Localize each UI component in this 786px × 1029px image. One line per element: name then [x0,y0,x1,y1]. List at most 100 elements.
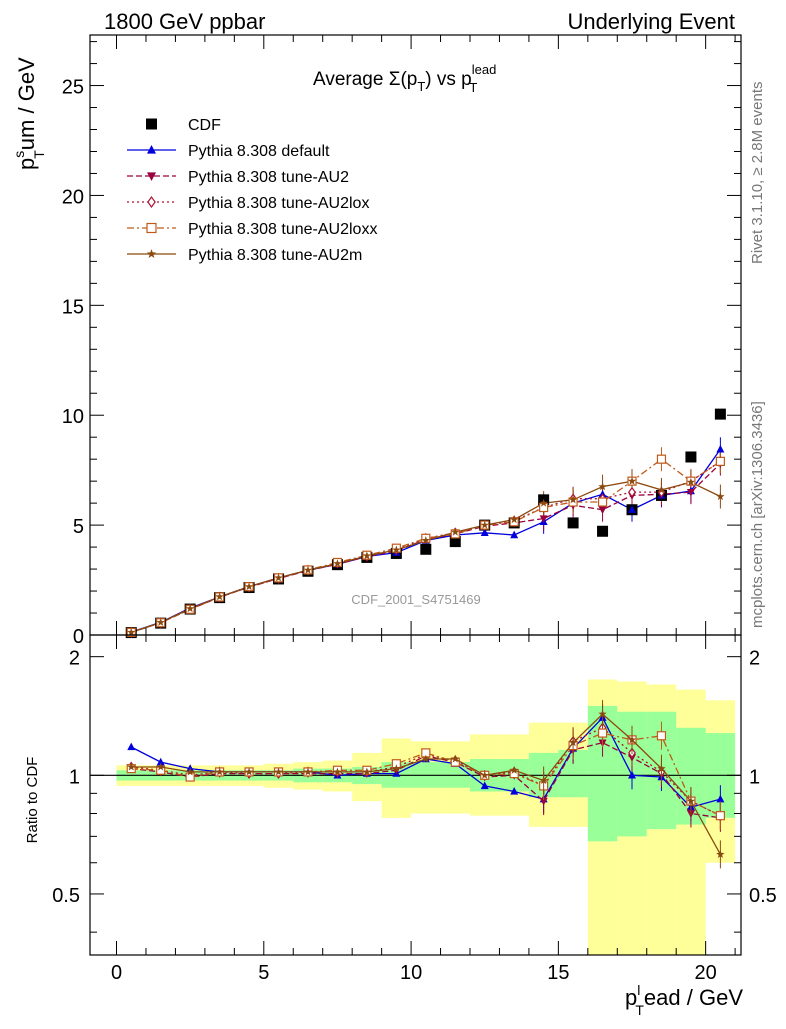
main-plot-title: Average Σ(pT) vs plead T [313,62,496,95]
ratio-y-tick-label-right: 1 [749,766,760,788]
main-y-tick-label: 10 [62,406,84,428]
main-point-5-18 [657,485,666,494]
x-tick-label: 15 [547,962,569,984]
ratio-point-0-13 [510,787,519,795]
main-point-5-5 [274,573,283,582]
ylabel-sub: T [31,150,47,159]
ratio-point-4-12 [480,770,489,779]
x-axis-label: pl Tead / GeV [625,982,743,1018]
legend-marker-4 [146,222,157,234]
ratio-point-3-20 [715,811,725,821]
main-point-5-15 [568,495,578,504]
ratio-point-4-16 [598,709,607,718]
ratio-point-3-16 [597,728,608,738]
legend-label-2: Pythia 8.308 tune-AU2 [188,169,349,186]
ratio-point-4-5 [274,767,283,776]
rivet-label: Rivet 3.1.10, ≥ 2.8M events [749,82,766,265]
main-point-0-20 [714,408,726,420]
ratio-series-line-3 [131,732,721,817]
mcplots-label: mcplots.cern.ch [arXiv:1306.3436] [749,401,766,628]
legend-label-5: Pythia 8.308 tune-AU2m [188,247,362,264]
ratio-y-tick-label-right: 0.5 [749,885,777,907]
main-point-0-11 [449,536,461,548]
analysis-watermark: CDF_2001_S4751469 [351,592,480,607]
ratio-y-tick-label: 0.5 [52,885,80,907]
legend-marker-5 [146,249,157,258]
ratio-point-4-3 [215,767,224,776]
main-point-5-1 [156,618,165,626]
xlabel-p: p [625,985,637,1010]
x-tick-label: 0 [111,962,122,984]
ratio-point-4-10 [421,754,430,763]
main-point-5-6 [303,565,313,574]
main-y-tick-label: 25 [62,77,84,99]
ratio-point-4-18 [657,764,666,773]
legend-marker-3 [147,196,156,208]
ratio-y-tick-label: 1 [69,766,80,788]
ratio-point-4-4 [244,767,254,776]
main-point-4-18 [656,454,667,464]
main-point-5-2 [186,604,195,613]
main-point-0-16 [597,525,609,537]
ratio-point-3-2 [185,772,195,782]
main-point-2-16 [598,506,607,515]
title-sub-part: T [417,79,425,94]
ratio-point-0-12 [480,781,489,790]
main-point-4-16 [597,497,608,507]
ratio-point-4-6 [303,767,313,776]
main-point-0-10 [420,543,432,555]
main-point-3-17 [628,486,636,498]
ylabel-p: p [14,158,39,170]
x-tick-label: 20 [695,962,717,984]
ratio-point-1-14 [539,797,548,806]
main-point-1-17 [628,505,637,513]
ratio-series-line-2 [131,727,721,817]
main-point-5-14 [539,498,548,507]
main-point-1-13 [510,530,519,539]
ratio-point-0-20 [716,794,725,803]
main-point-5-17 [627,476,637,485]
legend-label-4: Pythia 8.308 tune-AU2loxx [188,221,377,238]
main-point-5-16 [598,482,607,491]
main-point-5-20 [716,492,725,501]
legend: CDF Pythia 8.308 default Pythia 8.308 tune… [127,117,377,264]
main-point-5-7 [333,559,342,568]
main-y-axis-label: ps Tum / GeV [11,57,47,170]
ratio-point-4-13 [510,765,519,774]
ratio-point-4-2 [186,767,195,776]
title-sup-part: lead [472,62,497,77]
ylabel-rest: um / GeV [14,57,39,150]
main-point-5-8 [362,551,372,560]
ratio-point-4-17 [627,735,637,744]
ratio-y-tick-label-right: 2 [749,648,760,670]
main-point-5-10 [421,536,430,545]
x-tick-label: 10 [400,962,422,984]
main-point-5-12 [480,520,489,529]
ratio-panel-content [90,679,741,955]
ratio-point-4-0 [127,762,136,771]
legend-label-3: Pythia 8.308 tune-AU2lox [188,195,369,212]
main-y-tick-label: 20 [62,186,84,208]
main-point-5-19 [686,477,696,486]
main-point-5-9 [392,545,401,554]
main-point-5-0 [127,628,136,636]
legend-marker-1 [147,145,156,154]
header-left: 1800 GeV ppbar [104,9,265,34]
xlabel-sup: l [637,982,640,998]
ratio-point-0-0 [127,742,136,751]
ratio-point-4-19 [686,796,696,805]
xlabel-rest: ead / GeV [644,985,743,1010]
ratio-frame [89,634,742,956]
ratio-y-tick-label: 2 [69,648,80,670]
ratio-point-0-1 [156,757,165,766]
xlabel-sub: T [635,1002,644,1018]
ratio-point-0-17 [628,770,637,779]
ratio-y-axis-label: Ratio to CDF [24,757,41,844]
x-tick-label: 5 [258,962,269,984]
main-point-5-13 [510,515,519,524]
ratio-point-4-14 [539,776,548,785]
ratio-point-4-1 [156,762,165,771]
main-panel-content [125,408,726,639]
